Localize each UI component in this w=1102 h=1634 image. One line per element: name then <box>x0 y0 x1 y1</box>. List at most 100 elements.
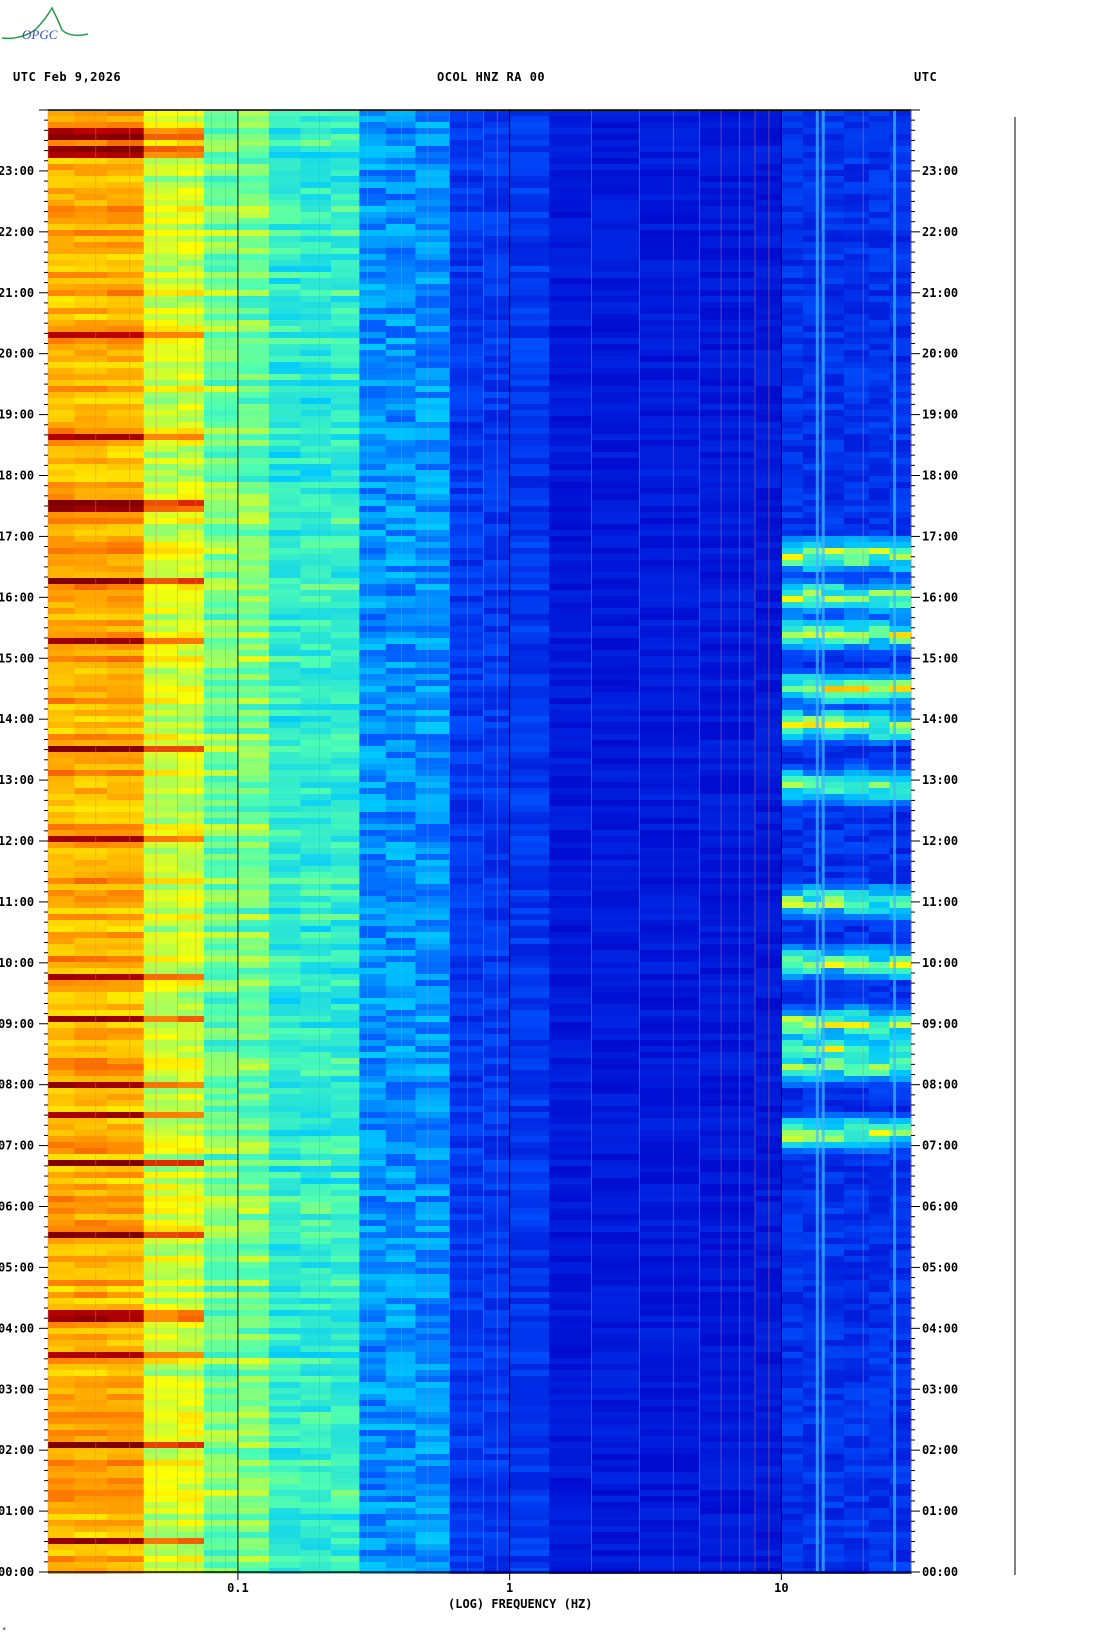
heatmap-cell <box>385 854 416 860</box>
heatmap-cell <box>868 944 890 950</box>
heatmap-cell <box>268 548 302 554</box>
heatmap-cell <box>143 860 179 866</box>
heatmap-cell <box>74 176 108 182</box>
heatmap-cell <box>415 908 450 914</box>
heatmap-cell <box>415 1160 450 1166</box>
heatmap-cell <box>639 182 701 188</box>
heatmap-cell <box>868 416 890 422</box>
heatmap-cell <box>268 452 302 458</box>
heatmap-cell <box>802 824 822 830</box>
heatmap-cell <box>74 698 108 704</box>
heatmap-cell <box>755 218 782 224</box>
heatmap-cell <box>889 998 912 1004</box>
heatmap-cell <box>359 218 387 224</box>
heatmap-cell <box>143 686 179 692</box>
heatmap-cell <box>107 662 145 668</box>
heatmap-cell <box>237 812 270 818</box>
heatmap-cell <box>143 134 179 140</box>
heatmap-cell <box>143 236 179 242</box>
heatmap-cell <box>385 1112 416 1118</box>
heatmap-cell <box>483 1178 511 1184</box>
heatmap-cell <box>844 530 870 536</box>
heatmap-cell <box>868 1052 890 1058</box>
heatmap-cell <box>359 1130 387 1136</box>
heatmap-cell <box>143 350 179 356</box>
heatmap-cell <box>483 1058 511 1064</box>
heatmap-cell <box>889 338 912 344</box>
heatmap-cell <box>359 1190 387 1196</box>
heatmap-cell <box>509 950 550 956</box>
heatmap-cell <box>74 1130 108 1136</box>
heatmap-cell <box>821 974 845 980</box>
heatmap-cell <box>143 794 179 800</box>
heatmap-cell <box>509 1028 550 1034</box>
heatmap-cell <box>549 1154 592 1160</box>
heatmap-cell <box>868 680 890 686</box>
heatmap-cell <box>781 536 804 542</box>
heatmap-cell <box>385 716 416 722</box>
heatmap-cell <box>107 674 145 680</box>
heatmap-cell <box>415 572 450 578</box>
heatmap-cell <box>48 482 75 488</box>
heatmap-cell <box>143 422 179 428</box>
heatmap-cell <box>300 218 332 224</box>
heatmap-cell <box>331 248 360 254</box>
heatmap-cell <box>781 746 804 752</box>
heatmap-cell <box>48 500 75 506</box>
heatmap-cell <box>331 788 360 794</box>
heatmap-cell <box>781 344 804 350</box>
heatmap-cell <box>300 926 332 932</box>
heatmap-cell <box>237 350 270 356</box>
heatmap-cell <box>74 776 108 782</box>
heatmap-cell <box>509 446 550 452</box>
heatmap-cell <box>449 122 484 128</box>
heatmap-cell <box>755 1082 782 1088</box>
heatmap-cell <box>268 464 302 470</box>
heatmap-cell <box>415 1004 450 1010</box>
heatmap-cell <box>549 1148 592 1154</box>
heatmap-cell <box>237 218 270 224</box>
heatmap-cell <box>385 368 416 374</box>
heatmap-cell <box>755 926 782 932</box>
heatmap-cell <box>268 890 302 896</box>
heatmap-cell <box>143 698 179 704</box>
heatmap-cell <box>549 1046 592 1052</box>
heatmap-cell <box>331 380 360 386</box>
heatmap-cell <box>509 836 550 842</box>
heatmap-cell <box>385 1190 416 1196</box>
heatmap-cell <box>415 806 450 812</box>
heatmap-cell <box>483 452 511 458</box>
heatmap-cell <box>74 932 108 938</box>
heatmap-cell <box>385 308 416 314</box>
heatmap-cell <box>204 206 239 212</box>
heatmap-cell <box>802 1124 822 1130</box>
heatmap-cell <box>889 1106 912 1112</box>
heatmap-cell <box>300 830 332 836</box>
heatmap-cell <box>300 548 332 554</box>
heatmap-cell <box>48 872 75 878</box>
heatmap-cell <box>821 140 845 146</box>
heatmap-cell <box>449 602 484 608</box>
heatmap-cell <box>48 266 75 272</box>
heatmap-cell <box>74 890 108 896</box>
heatmap-cell <box>48 1040 75 1046</box>
heatmap-cell <box>844 872 870 878</box>
heatmap-cell <box>177 134 205 140</box>
heatmap-cell <box>755 1100 782 1106</box>
heatmap-cell <box>699 272 756 278</box>
heatmap-cell <box>74 986 108 992</box>
heatmap-cell <box>549 668 592 674</box>
heatmap-cell <box>300 134 332 140</box>
heatmap-cell <box>755 356 782 362</box>
heatmap-cell <box>107 1010 145 1016</box>
heatmap-cell <box>781 464 804 470</box>
heatmap-cell <box>821 1046 845 1052</box>
heatmap-cell <box>781 1136 804 1142</box>
heatmap-cell <box>868 1142 890 1148</box>
heatmap-cell <box>821 452 845 458</box>
heatmap-cell <box>844 980 870 986</box>
heatmap-cell <box>359 1124 387 1130</box>
heatmap-cell <box>889 260 912 266</box>
heatmap-cell <box>449 422 484 428</box>
heatmap-cell <box>844 572 870 578</box>
